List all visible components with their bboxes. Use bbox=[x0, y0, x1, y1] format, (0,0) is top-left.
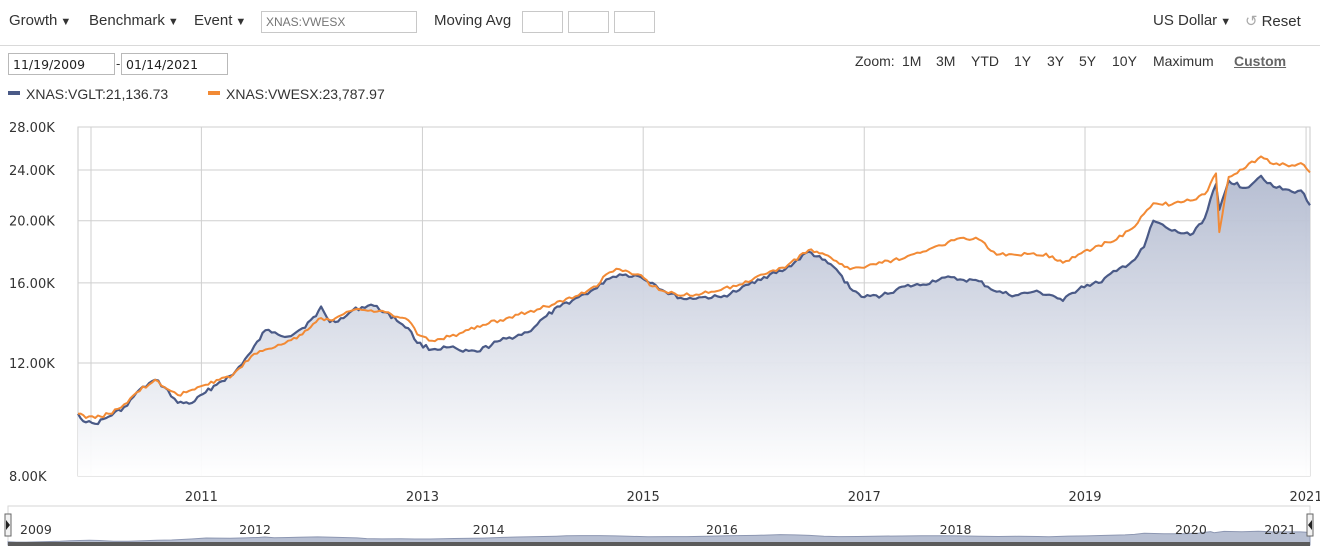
date-range-separator: - bbox=[116, 56, 121, 71]
navigator-year-label: 2009 bbox=[20, 522, 52, 537]
navigator-year-label: 2018 bbox=[940, 522, 972, 537]
currency-menu-label: US Dollar bbox=[1153, 12, 1218, 29]
x-tick-label: 2017 bbox=[848, 490, 881, 505]
legend-swatch-vwesx bbox=[208, 91, 220, 96]
end-date-input[interactable] bbox=[121, 53, 228, 75]
y-tick-label: 28.00K bbox=[9, 121, 55, 136]
y-tick-label: 20.00K bbox=[9, 215, 55, 230]
x-tick-label: 2021 bbox=[1290, 490, 1320, 505]
legend-item-vglt[interactable]: XNAS:VGLT:21,136.73 bbox=[8, 86, 168, 102]
growth-menu[interactable]: Growth ▼ bbox=[9, 12, 71, 29]
legend-label-vwesx: XNAS:VWESX:23,787.97 bbox=[226, 86, 385, 102]
compare-symbol-input[interactable] bbox=[261, 11, 417, 33]
x-tick-label: 2019 bbox=[1068, 490, 1101, 505]
zoom-10y-button[interactable]: 10Y bbox=[1112, 53, 1137, 69]
zoom-label: Zoom: bbox=[855, 53, 895, 69]
navigator-scrollbar[interactable] bbox=[8, 542, 1310, 546]
legend-label-vglt: XNAS:VGLT:21,136.73 bbox=[26, 86, 169, 102]
y-tick-label: 16.00K bbox=[9, 277, 55, 292]
zoom-3y-button[interactable]: 3Y bbox=[1047, 53, 1065, 69]
reset-label: Reset bbox=[1261, 13, 1301, 30]
y-tick-label: 8.00K bbox=[9, 470, 47, 485]
x-tick-label: 2015 bbox=[627, 490, 660, 505]
navigator-year-label: 2012 bbox=[239, 522, 271, 537]
moving-avg-label: Moving Avg bbox=[434, 12, 512, 29]
series-line-vglt bbox=[77, 174, 1311, 426]
growth-dropdown-icon: ▼ bbox=[60, 16, 72, 28]
legend-swatch-vglt bbox=[8, 91, 20, 96]
benchmark-menu[interactable]: Benchmark ▼ bbox=[89, 12, 179, 29]
zoom-ytd-button[interactable]: YTD bbox=[971, 53, 999, 69]
start-date-input[interactable] bbox=[8, 53, 115, 75]
navigator-year-label: 2014 bbox=[473, 522, 505, 537]
legend-item-vwesx[interactable]: XNAS:VWESX:23,787.97 bbox=[208, 86, 385, 102]
zoom-1y-button[interactable]: 1Y bbox=[1014, 53, 1032, 69]
y-tick-label: 24.00K bbox=[9, 164, 55, 179]
moving-avg-input-1[interactable] bbox=[522, 11, 563, 33]
moving-avg-input-3[interactable] bbox=[614, 11, 655, 33]
handle-left-arrow-icon bbox=[6, 520, 10, 530]
zoom-custom-button[interactable]: Custom bbox=[1234, 53, 1287, 69]
navigator-year-label: 2020 bbox=[1175, 522, 1207, 537]
zoom-1m-button[interactable]: 1M bbox=[902, 53, 922, 69]
series-line-vwesx bbox=[77, 155, 1311, 419]
benchmark-menu-label: Benchmark bbox=[89, 12, 165, 29]
event-dropdown-icon: ▼ bbox=[235, 16, 247, 28]
zoom-3m-button[interactable]: 3M bbox=[936, 53, 956, 69]
handle-right-arrow-icon bbox=[1308, 520, 1312, 530]
navigator-series-area bbox=[7, 530, 1311, 546]
zoom-maximum-button[interactable]: Maximum bbox=[1153, 53, 1214, 69]
currency-dropdown-icon: ▼ bbox=[1220, 16, 1232, 28]
growth-menu-label: Growth bbox=[9, 12, 58, 29]
zoom-5y-button[interactable]: 5Y bbox=[1079, 53, 1097, 69]
reset-icon: ↺ bbox=[1245, 13, 1258, 30]
x-tick-label: 2011 bbox=[185, 490, 218, 505]
chart-toolbar: Growth▼ Benchmark▼ Event▼ Moving Avg US … bbox=[0, 0, 1320, 46]
moving-avg-input-2[interactable] bbox=[568, 11, 609, 33]
benchmark-dropdown-icon: ▼ bbox=[167, 16, 179, 28]
reset-button[interactable]: ↺ Reset bbox=[1245, 12, 1301, 30]
currency-menu[interactable]: US Dollar ▼ bbox=[1153, 12, 1231, 29]
series-area-vglt bbox=[78, 175, 1310, 477]
event-menu-label: Event bbox=[194, 12, 233, 29]
navigator-year-label: 2021 bbox=[1264, 522, 1296, 537]
y-tick-label: 12.00K bbox=[9, 357, 55, 372]
x-tick-label: 2013 bbox=[406, 490, 439, 505]
navigator-year-label: 2016 bbox=[706, 522, 738, 537]
event-menu[interactable]: Event ▼ bbox=[194, 12, 246, 29]
